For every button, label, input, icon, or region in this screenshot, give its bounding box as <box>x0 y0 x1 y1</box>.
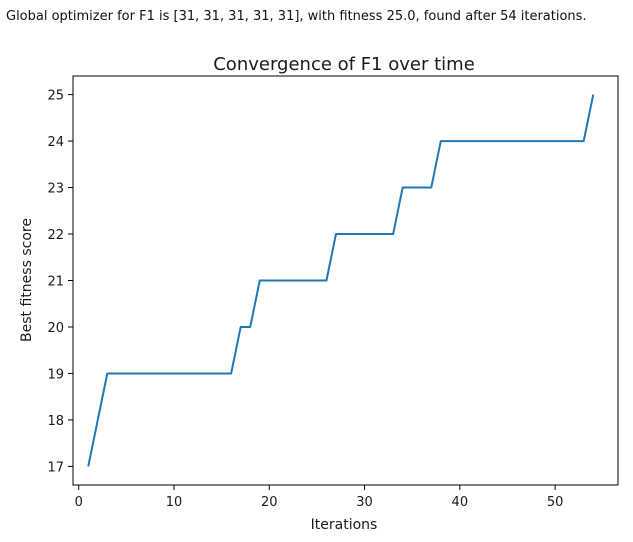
x-tick-label: 0 <box>75 495 83 510</box>
series-layer <box>87 94 595 467</box>
y-axis: 17 18 19 20 21 22 23 24 25 <box>47 89 73 475</box>
y-tick-label: 17 <box>47 460 64 475</box>
x-tick-label: 40 <box>452 495 469 510</box>
x-axis: 0 10 20 30 40 50 <box>75 485 564 510</box>
x-tick-label: 30 <box>356 495 373 510</box>
y-tick-label: 18 <box>47 414 64 429</box>
y-tick-label: 24 <box>47 135 64 150</box>
y-tick-label: 23 <box>47 182 64 197</box>
x-tick-label: 20 <box>261 495 278 510</box>
plot-frame <box>72 75 619 486</box>
x-tick-label: 10 <box>166 495 183 510</box>
y-tick-label: 25 <box>47 89 64 104</box>
chart-title: Convergence of F1 over time <box>213 54 475 75</box>
y-tick-label: 20 <box>47 321 64 336</box>
series-line <box>87 94 595 467</box>
output-text: Global optimizer for F1 is [31, 31, 31, … <box>6 9 587 24</box>
y-tick-label: 19 <box>47 367 64 382</box>
x-tick-label: 50 <box>547 495 564 510</box>
y-tick-label: 21 <box>47 275 64 290</box>
y-axis-label: Best fitness score <box>19 218 35 342</box>
y-tick-label: 22 <box>47 228 64 243</box>
x-axis-label: Iterations <box>311 517 378 533</box>
